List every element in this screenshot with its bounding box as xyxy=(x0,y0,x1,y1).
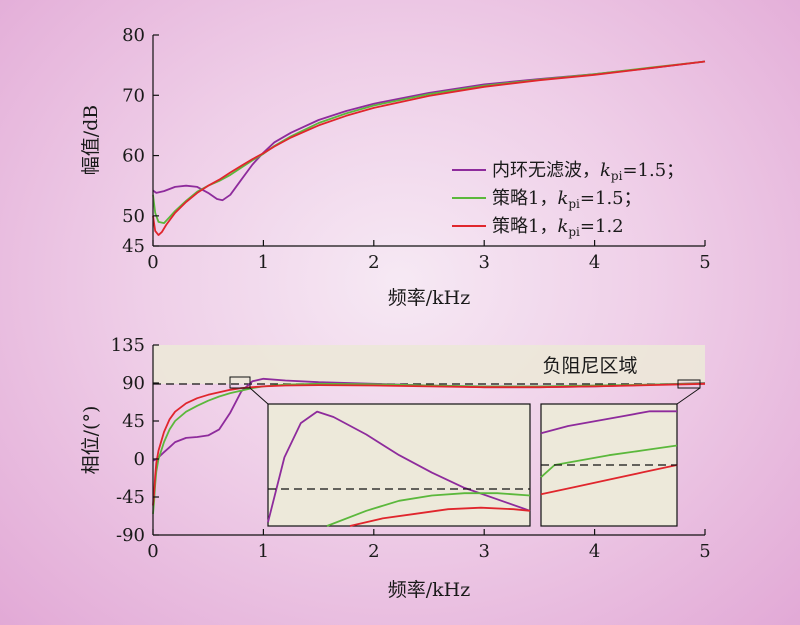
inset-2-series-line-3 xyxy=(540,464,678,496)
magnitude-y-tick-label: 45 xyxy=(122,236,145,257)
negative-damping-label: 负阻尼区域 xyxy=(542,355,637,377)
magnitude-x-axis-label: 频率/kHz xyxy=(388,287,471,309)
phase-y-tick-label: 45 xyxy=(122,411,145,432)
zoom-inset-2 xyxy=(540,403,678,527)
magnitude-y-axis-label: 幅值/dB xyxy=(80,105,102,176)
magnitude-y-tick-label: 60 xyxy=(122,146,145,167)
magnitude-series-line-3 xyxy=(152,60,706,237)
magnitude-x-tick-label: 2 xyxy=(368,252,379,273)
phase-x-tick-label: 4 xyxy=(589,541,600,562)
phase-x-tick-label: 5 xyxy=(699,541,710,562)
magnitude-x-tick-label: 1 xyxy=(258,252,269,273)
zoom-source-box-2 xyxy=(677,379,701,389)
phase-y-tick-label: -90 xyxy=(116,525,145,546)
legend-item-3: 策略1，kpi=1.2 xyxy=(452,216,624,239)
inset-2-series-line-1 xyxy=(540,410,677,435)
magnitude-x-tick-label: 3 xyxy=(478,252,489,273)
phase-y-tick-label: 90 xyxy=(122,373,145,394)
magnitude-x-tick-label: 4 xyxy=(589,252,600,273)
magnitude-x-tick-label: 0 xyxy=(147,252,158,273)
phase-x-tick-label: 1 xyxy=(258,541,269,562)
zoom-inset-1 xyxy=(267,403,531,527)
inset-1-series-line-3 xyxy=(349,506,531,527)
magnitude-series-line-1 xyxy=(152,60,706,202)
zoom-source-box-1 xyxy=(229,376,251,389)
legend-item-2: 策略1，kpi=1.5； xyxy=(452,188,642,211)
phase-y-tick-label: 135 xyxy=(111,335,145,356)
phase-y-tick-label: -45 xyxy=(116,487,145,508)
legend: 内环无滤波，kpi=1.5； 策略1，kpi=1.5； 策略1，kpi=1.2 xyxy=(452,160,684,239)
phase-series-line-3 xyxy=(152,382,706,506)
svg-text:内环无滤波，kpi=1.5；: 内环无滤波，kpi=1.5； xyxy=(492,160,684,183)
phase-x-tick-label: 0 xyxy=(147,541,158,562)
svg-text:策略1，kpi=1.2: 策略1，kpi=1.2 xyxy=(492,216,624,239)
magnitude-y-tick-label: 50 xyxy=(122,206,145,227)
phase-x-tick-label: 3 xyxy=(478,541,489,562)
phase-x-axis-label: 频率/kHz xyxy=(388,579,471,601)
inset-1-series-line-1 xyxy=(267,410,531,523)
magnitude-x-tick-label: 5 xyxy=(699,252,710,273)
inset-1-series-line-2 xyxy=(326,492,531,527)
legend-item-1: 内环无滤波，kpi=1.5； xyxy=(452,160,684,183)
phase-x-tick-label: 2 xyxy=(368,541,379,562)
magnitude-y-tick-label: 70 xyxy=(122,85,145,106)
phase-y-axis-label: 相位/(°) xyxy=(80,406,102,475)
magnitude-y-tick-label: 80 xyxy=(122,25,145,46)
inset-2-series-line-2 xyxy=(540,444,678,478)
svg-text:策略1，kpi=1.5；: 策略1，kpi=1.5； xyxy=(492,188,642,211)
magnitude-series-line-2 xyxy=(152,60,706,225)
phase-y-tick-label: 0 xyxy=(134,449,145,470)
